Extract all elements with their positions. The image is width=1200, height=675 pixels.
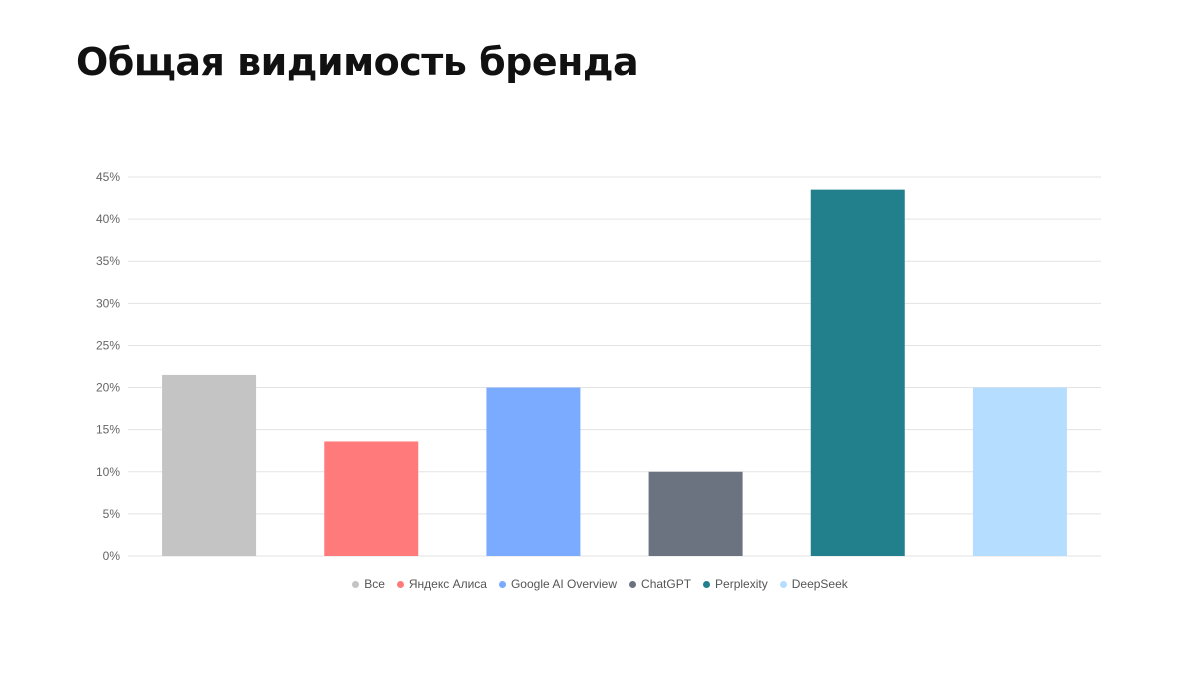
page-title: Общая видимость бренда (76, 40, 639, 84)
bar-chart: 0% 5% 10% 15% 20% 25% 30% 35% 40% 45% (96, 170, 1101, 563)
y-tick-label: 10% (96, 465, 120, 479)
legend-dot-icon (396, 580, 404, 588)
y-tick-label: 0% (103, 549, 121, 563)
legend-item: Google AI Overview (498, 577, 618, 591)
legend-dot-icon (629, 580, 637, 588)
y-tick-label: 40% (96, 212, 120, 226)
legend-dot-icon (703, 580, 711, 588)
legend-label: Яндекс Алиса (408, 577, 487, 591)
legend-item: ChatGPT (629, 577, 691, 591)
chart-grid (128, 176, 1101, 557)
y-tick-label: 20% (96, 381, 120, 395)
legend-item: Perplexity (703, 577, 768, 591)
y-tick-label: 5% (103, 507, 121, 521)
legend-dot-icon (498, 580, 506, 588)
legend-dot-icon (779, 580, 787, 588)
legend-item: DeepSeek (779, 577, 848, 591)
bar-2 (324, 441, 419, 556)
legend-label: Все (364, 577, 385, 591)
y-tick-label: 15% (96, 423, 120, 437)
bar-5 (810, 189, 905, 556)
legend-label: ChatGPT (641, 577, 692, 591)
legend-item: Яндекс Алиса (396, 577, 487, 591)
y-tick-label: 30% (96, 296, 120, 310)
legend-label: Perplexity (715, 577, 768, 591)
chart-legend: Все Яндекс Алиса Google AI Overview ChatGPT… (0, 577, 1200, 591)
y-tick-label: 25% (96, 338, 120, 352)
chart-bars (162, 189, 1067, 556)
bar-6 (972, 387, 1067, 556)
bar-3 (486, 387, 581, 556)
legend-label: DeepSeek (791, 577, 848, 591)
bar-4 (648, 471, 743, 556)
legend-dot-icon (352, 580, 360, 588)
y-axis-ticks: 0% 5% 10% 15% 20% 25% 30% 35% 40% 45% (96, 170, 120, 563)
y-tick-label: 35% (96, 254, 120, 268)
bar-1 (162, 374, 257, 556)
legend-label: Google AI Overview (510, 577, 618, 591)
y-tick-label: 45% (96, 170, 120, 184)
legend-item: Все (352, 577, 385, 591)
